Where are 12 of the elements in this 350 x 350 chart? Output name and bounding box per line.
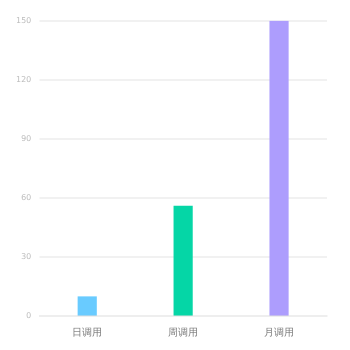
y-tick-label: 150 [16, 16, 32, 25]
bar [174, 206, 193, 316]
x-tick-label: 日调用 [72, 326, 102, 339]
bar [269, 20, 289, 316]
y-tick-label: 120 [16, 74, 32, 84]
y-tick-label: 30 [21, 252, 32, 262]
y-tick-label: 0 [26, 311, 32, 320]
bar [78, 296, 97, 316]
x-tick-label: 周调用 [168, 326, 198, 339]
y-tick-label: 60 [21, 193, 32, 202]
y-tick-label: 90 [21, 134, 32, 143]
x-tick-label: 月调用 [264, 326, 294, 339]
